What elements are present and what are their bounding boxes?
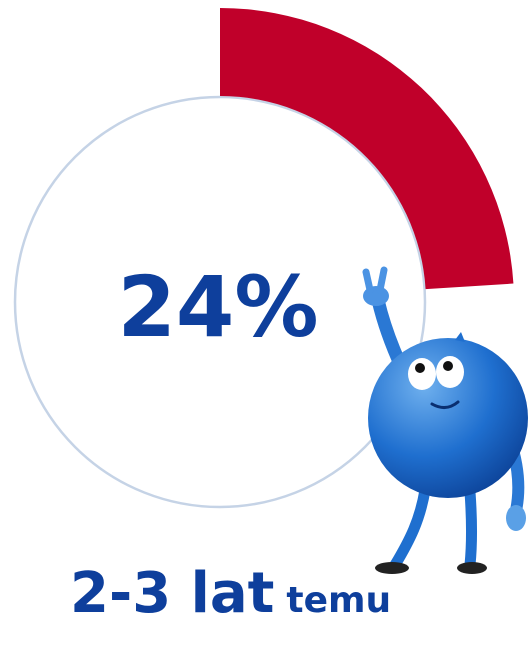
caption: 2-3 lat temu — [70, 561, 391, 626]
caption-main: 2-3 lat — [70, 561, 274, 626]
sector — [220, 8, 514, 290]
value-label: 24% — [117, 258, 318, 356]
ring — [13, 95, 427, 509]
caption-suffix: temu — [286, 580, 391, 621]
mascot — [362, 266, 528, 574]
sectors — [220, 8, 514, 290]
